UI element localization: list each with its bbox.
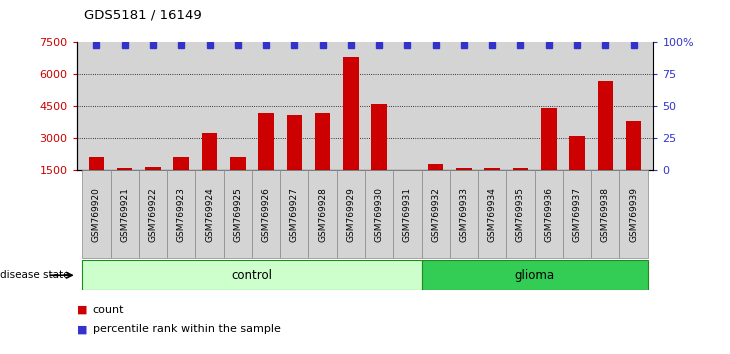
- Bar: [287, 115, 302, 170]
- Text: GSM769924: GSM769924: [205, 187, 214, 241]
- Text: GSM769927: GSM769927: [290, 187, 299, 242]
- Bar: [315, 113, 331, 170]
- Text: GSM769923: GSM769923: [177, 187, 185, 242]
- Bar: [620, 170, 648, 258]
- Bar: [139, 170, 167, 258]
- Text: GSM769934: GSM769934: [488, 187, 496, 242]
- Bar: [252, 170, 280, 258]
- Bar: [421, 260, 648, 290]
- Bar: [534, 170, 563, 258]
- Text: GSM769931: GSM769931: [403, 187, 412, 242]
- Bar: [196, 170, 223, 258]
- Bar: [569, 136, 585, 170]
- Bar: [258, 113, 274, 170]
- Text: GSM769936: GSM769936: [545, 187, 553, 242]
- Bar: [428, 164, 443, 170]
- Bar: [393, 170, 421, 258]
- Text: GDS5181 / 16149: GDS5181 / 16149: [84, 8, 201, 21]
- Text: ■: ■: [77, 324, 87, 334]
- Text: GSM769922: GSM769922: [148, 187, 158, 241]
- Bar: [343, 57, 358, 170]
- Bar: [223, 170, 252, 258]
- Text: GSM769939: GSM769939: [629, 187, 638, 242]
- Text: GSM769929: GSM769929: [346, 187, 356, 242]
- Bar: [421, 170, 450, 258]
- Bar: [117, 168, 132, 170]
- Bar: [280, 170, 309, 258]
- Bar: [485, 168, 500, 170]
- Text: control: control: [231, 269, 272, 282]
- Text: GSM769926: GSM769926: [261, 187, 271, 242]
- Text: GSM769935: GSM769935: [516, 187, 525, 242]
- Bar: [110, 170, 139, 258]
- Text: GSM769937: GSM769937: [572, 187, 582, 242]
- Bar: [512, 168, 529, 170]
- Bar: [456, 168, 472, 170]
- Bar: [167, 170, 196, 258]
- Bar: [626, 121, 642, 170]
- Bar: [230, 157, 245, 170]
- Text: count: count: [93, 305, 124, 315]
- Text: GSM769928: GSM769928: [318, 187, 327, 242]
- Bar: [309, 170, 337, 258]
- Bar: [82, 170, 110, 258]
- Bar: [201, 133, 218, 170]
- Text: GSM769921: GSM769921: [120, 187, 129, 242]
- Bar: [478, 170, 507, 258]
- Text: GSM769920: GSM769920: [92, 187, 101, 242]
- Bar: [174, 157, 189, 170]
- Bar: [82, 260, 421, 290]
- Text: GSM769938: GSM769938: [601, 187, 610, 242]
- Bar: [507, 170, 534, 258]
- Text: glioma: glioma: [515, 269, 555, 282]
- Text: disease state: disease state: [0, 270, 73, 280]
- Text: ■: ■: [77, 305, 87, 315]
- Text: GSM769925: GSM769925: [234, 187, 242, 242]
- Bar: [88, 157, 104, 170]
- Text: GSM769930: GSM769930: [374, 187, 384, 242]
- Bar: [337, 170, 365, 258]
- Bar: [563, 170, 591, 258]
- Text: GSM769932: GSM769932: [431, 187, 440, 242]
- Bar: [450, 170, 478, 258]
- Bar: [591, 170, 620, 258]
- Bar: [598, 81, 613, 170]
- Text: percentile rank within the sample: percentile rank within the sample: [93, 324, 280, 334]
- Bar: [372, 104, 387, 170]
- Text: GSM769933: GSM769933: [459, 187, 469, 242]
- Bar: [365, 170, 393, 258]
- Bar: [541, 108, 556, 170]
- Bar: [145, 167, 161, 170]
